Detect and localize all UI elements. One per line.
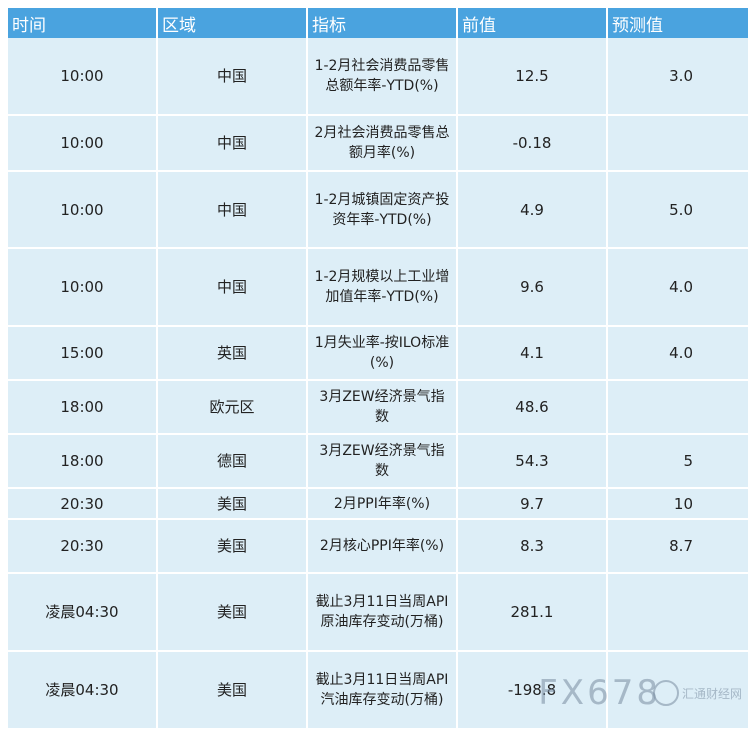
watermark-subtext: 汇通财经网	[681, 686, 742, 701]
cell-indicator: 截止3月11日当周API原油库存变动(万桶)	[308, 574, 458, 650]
cell-previous: 48.6	[458, 381, 608, 433]
cell-previous: -198.8	[458, 652, 608, 728]
cell-region: 中国	[158, 116, 308, 170]
header-previous: 前值	[458, 8, 608, 38]
cell-forecast: 3.0	[669, 67, 693, 85]
cell-indicator: 1月失业率-按ILO标准(%)	[308, 327, 458, 379]
watermark-logo-icon	[652, 680, 679, 706]
cell-previous: 4.9	[458, 172, 608, 247]
cell-previous: 281.1	[458, 574, 608, 650]
cell-indicator: 1-2月社会消费品零售总额年率-YTD(%)	[308, 38, 458, 114]
cell-time: 15:00	[8, 327, 158, 379]
cell-region: 美国	[158, 652, 308, 728]
table-row: 凌晨04:30 美国 截止3月11日当周API汽油库存变动(万桶) -198.8	[8, 652, 748, 730]
table-row: 18:00 欧元区 3月ZEW经济景气指数 48.6	[8, 381, 748, 435]
cell-forecast	[608, 116, 748, 170]
cell-forecast: 4.0	[669, 344, 693, 362]
table-row: 10:00 中国 1-2月城镇固定资产投资年率-YTD(%) 4.9 5.0	[8, 172, 748, 249]
cell-time: 10:00	[8, 249, 158, 325]
cell-time: 10:00	[8, 116, 158, 170]
cell-forecast: 4.0	[669, 278, 693, 296]
table-row: 20:30 美国 2月PPI年率(%) 9.7 10	[8, 489, 748, 520]
cell-previous: 4.1	[458, 327, 608, 379]
cell-region: 美国	[158, 520, 308, 572]
cell-time: 18:00	[8, 435, 158, 487]
cell-forecast	[608, 381, 748, 433]
cell-region: 英国	[158, 327, 308, 379]
cell-forecast	[608, 574, 748, 650]
table-row: 10:00 中国 2月社会消费品零售总额月率(%) -0.18	[8, 116, 748, 172]
header-forecast: 预测值	[612, 15, 663, 36]
cell-time: 20:30	[8, 489, 158, 518]
cell-time: 18:00	[8, 381, 158, 433]
cell-region: 美国	[158, 489, 308, 518]
table-row: 18:00 德国 3月ZEW经济景气指数 54.3 5	[8, 435, 748, 489]
table-row: 15:00 英国 1月失业率-按ILO标准(%) 4.1 4.0	[8, 327, 748, 381]
cell-time: 凌晨04:30	[8, 574, 158, 650]
cell-forecast: 5.0	[669, 200, 693, 219]
header-indicator: 指标	[308, 8, 458, 38]
cell-region: 德国	[158, 435, 308, 487]
cell-region: 欧元区	[158, 381, 308, 433]
cell-forecast: 10	[673, 494, 693, 513]
cell-region: 中国	[158, 172, 308, 247]
watermark-text: FX678	[538, 673, 661, 713]
cell-forecast: 5	[683, 452, 693, 470]
cell-previous: 12.5	[458, 38, 608, 114]
cell-previous: -0.18	[458, 116, 608, 170]
cell-time: 20:30	[8, 520, 158, 572]
table-row: 10:00 中国 1-2月规模以上工业增加值年率-YTD(%) 9.6 4.0	[8, 249, 748, 327]
table-header: 时间 区域 指标 前值 预测值	[8, 8, 748, 38]
cell-time: 凌晨04:30	[8, 652, 158, 728]
cell-indicator: 1-2月城镇固定资产投资年率-YTD(%)	[308, 172, 458, 247]
table-row: 凌晨04:30 美国 截止3月11日当周API原油库存变动(万桶) 281.1	[8, 574, 748, 652]
header-time: 时间	[8, 8, 158, 38]
cell-forecast: 8.7	[669, 537, 693, 555]
economic-calendar-table: 时间 区域 指标 前值 预测值 10:00 中国 1-2月社会消费品零售总额年率…	[8, 8, 748, 730]
cell-indicator: 2月核心PPI年率(%)	[308, 520, 458, 572]
cell-time: 10:00	[8, 38, 158, 114]
cell-indicator: 2月社会消费品零售总额月率(%)	[308, 116, 458, 170]
table-row: 10:00 中国 1-2月社会消费品零售总额年率-YTD(%) 12.5 3.0	[8, 38, 748, 116]
cell-region: 中国	[158, 38, 308, 114]
cell-previous: 9.6	[458, 249, 608, 325]
cell-indicator: 3月ZEW经济景气指数	[308, 435, 458, 487]
cell-region: 中国	[158, 249, 308, 325]
table-row: 20:30 美国 2月核心PPI年率(%) 8.3 8.7	[8, 520, 748, 574]
cell-time: 10:00	[8, 172, 158, 247]
cell-previous: 9.7	[458, 489, 608, 518]
cell-previous: 8.3	[458, 520, 608, 572]
header-region: 区域	[158, 8, 308, 38]
cell-indicator: 3月ZEW经济景气指数	[308, 381, 458, 433]
cell-indicator: 2月PPI年率(%)	[308, 489, 458, 518]
cell-region: 美国	[158, 574, 308, 650]
cell-previous: 54.3	[458, 435, 608, 487]
cell-indicator: 1-2月规模以上工业增加值年率-YTD(%)	[308, 249, 458, 325]
fx678-watermark: FX678 汇通财经网	[538, 673, 742, 713]
cell-indicator: 截止3月11日当周API汽油库存变动(万桶)	[308, 652, 458, 728]
